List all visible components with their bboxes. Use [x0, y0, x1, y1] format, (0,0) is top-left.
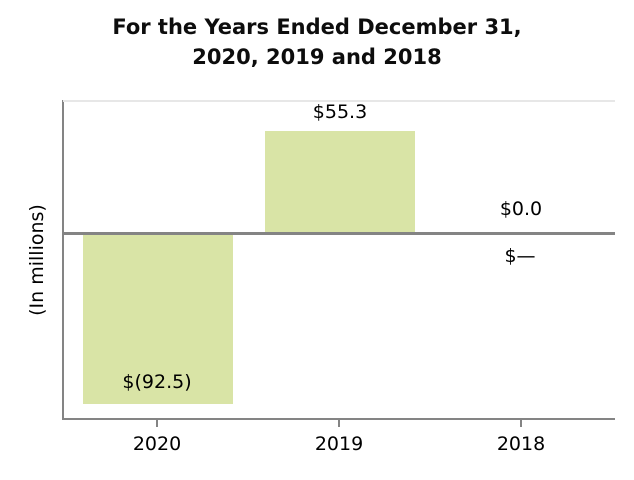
plot-top-border [63, 100, 615, 102]
value-label-2018-dash: $— [504, 245, 536, 267]
x-tick-label-2020: 2020 [132, 433, 182, 455]
bar-2020 [82, 233, 233, 405]
bar-2019 [264, 130, 415, 233]
value-label-2018: $0.0 [499, 198, 543, 220]
zero-baseline [63, 232, 615, 235]
chart-title-line2: 2020, 2019 and 2018 [192, 45, 442, 69]
x-tick-label-2019: 2019 [314, 433, 364, 455]
x-tick-label-2018: 2018 [496, 433, 546, 455]
x-axis-line [62, 418, 615, 420]
y-axis-label: (In millions) [26, 204, 48, 316]
x-tick-2019 [338, 420, 340, 427]
value-label-2019: $55.3 [312, 101, 368, 123]
value-label-2020: $(92.5) [122, 371, 192, 393]
x-tick-2020 [156, 420, 158, 427]
chart-title: For the Years Ended December 31, 2020, 2… [0, 12, 634, 72]
y-axis-line [62, 100, 64, 420]
chart-title-line1: For the Years Ended December 31, [112, 15, 522, 39]
x-tick-2018 [520, 420, 522, 427]
